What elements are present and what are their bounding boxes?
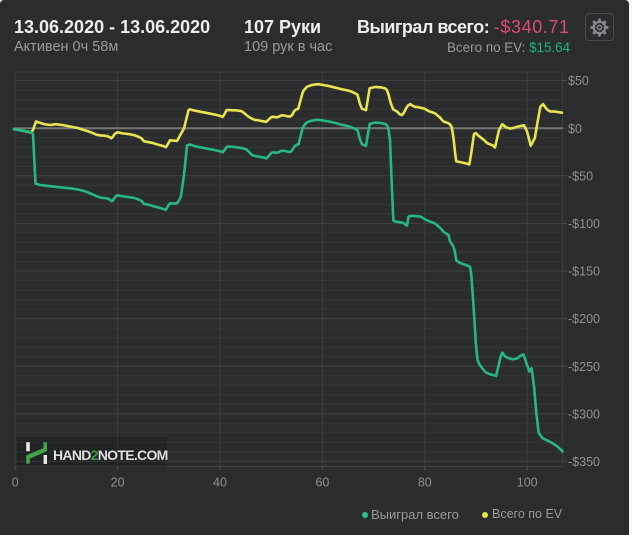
svg-text:$0: $0 bbox=[568, 122, 582, 136]
svg-text:20: 20 bbox=[111, 476, 125, 490]
svg-text:-$150: -$150 bbox=[568, 265, 600, 279]
svg-text:80: 80 bbox=[418, 476, 432, 490]
svg-text:-$200: -$200 bbox=[568, 312, 600, 326]
svg-text:40: 40 bbox=[213, 476, 227, 490]
svg-text:-$100: -$100 bbox=[568, 217, 600, 231]
svg-text:-$250: -$250 bbox=[568, 360, 600, 374]
svg-text:-$350: -$350 bbox=[568, 455, 600, 469]
svg-text:-$50: -$50 bbox=[568, 169, 593, 183]
svg-text:$50: $50 bbox=[568, 74, 589, 88]
svg-text:60: 60 bbox=[315, 476, 329, 490]
svg-text:-$300: -$300 bbox=[568, 407, 600, 421]
svg-text:0: 0 bbox=[12, 476, 19, 490]
svg-text:100: 100 bbox=[517, 476, 538, 490]
